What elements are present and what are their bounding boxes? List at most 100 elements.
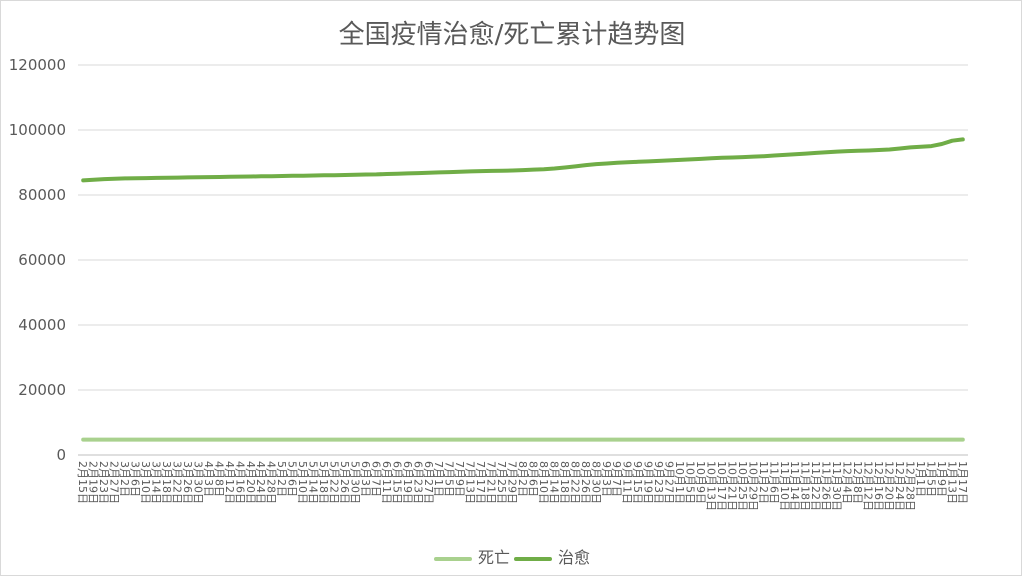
x-tick-label: 10月5日 <box>684 461 697 504</box>
x-tick-label: 2月27日 <box>108 461 121 504</box>
x-tick-label: 7月17日 <box>474 461 487 504</box>
legend-item: 治愈 <box>514 544 590 568</box>
legend-item: 死亡 <box>433 544 510 568</box>
x-tick-label: 3月10日 <box>139 461 152 504</box>
x-tick-label: 5月18日 <box>317 461 330 504</box>
x-tick-label: 6月11日 <box>380 461 393 504</box>
y-axis: 0 20000 40000 60000 80000 100000 120000 <box>9 56 66 464</box>
x-tick-label: 3月26日 <box>181 461 194 504</box>
x-tick-label: 12月24日 <box>893 461 906 511</box>
x-tick-label: 7月1日 <box>432 461 445 497</box>
x-tick-label: 10月13日 <box>704 461 717 511</box>
x-tick-label: 12月28日 <box>903 461 916 511</box>
x-tick-label: 9月27日 <box>663 461 676 504</box>
x-tick-label: 9月3日 <box>600 461 613 497</box>
x-tick-label: 7月29日 <box>506 461 519 504</box>
y-tick-label: 80000 <box>18 186 66 204</box>
x-tick-label: 12月8日 <box>851 461 864 504</box>
x-tick-label: 5月26日 <box>338 461 351 504</box>
x-tick-label: 6月27日 <box>422 461 435 504</box>
y-tick-label: 60000 <box>18 251 66 269</box>
x-tick-label: 2月19日 <box>87 461 100 504</box>
x-tick-label: 4月12日 <box>223 461 236 504</box>
x-tick-label: 11月30日 <box>830 461 843 511</box>
x-axis: 2月15日2月19日2月23日2月27日3月2日3月6日3月10日3月14日3月… <box>76 461 969 511</box>
x-tick-label: 3月30日 <box>191 461 204 504</box>
x-tick-label: 9月15日 <box>631 461 644 504</box>
x-tick-label: 8月26日 <box>579 461 592 504</box>
legend-label: 治愈 <box>558 548 591 567</box>
x-tick-label: 8月22日 <box>568 461 581 504</box>
x-tick-label: 3月14日 <box>150 461 163 504</box>
x-tick-label: 3月6日 <box>129 461 142 497</box>
x-tick-label: 6月19日 <box>401 461 414 504</box>
x-tick-label: 11月26日 <box>820 461 833 511</box>
x-tick-label: 12月4日 <box>841 461 854 504</box>
x-tick-label: 8月14日 <box>547 461 560 504</box>
x-tick-label: 5月30日 <box>348 461 361 504</box>
y-tick-label: 40000 <box>18 316 66 334</box>
x-tick-label: 1月5日 <box>924 461 937 497</box>
x-tick-label: 5月10日 <box>296 461 309 504</box>
x-tick-label: 9月19日 <box>642 461 655 504</box>
x-tick-label: 8月30日 <box>589 461 602 504</box>
x-tick-label: 6月3日 <box>359 461 372 497</box>
x-tick-label: 10月17日 <box>715 461 728 511</box>
x-tick-label: 4月3日 <box>202 461 215 497</box>
x-tick-label: 6月15日 <box>390 461 403 504</box>
x-tick-label: 2月23日 <box>97 461 110 504</box>
y-tick-label: 100000 <box>9 121 66 139</box>
series-line-治愈 <box>81 137 965 183</box>
x-tick-label: 11月2日 <box>757 461 770 504</box>
x-tick-label: 9月11日 <box>621 461 634 504</box>
x-tick-label: 7月25日 <box>495 461 508 504</box>
x-tick-label: 11月18日 <box>799 461 812 511</box>
x-tick-label: 4月24日 <box>254 461 267 504</box>
chart-title: 全国疫情治愈/死亡累计趋势图 <box>338 20 686 50</box>
x-tick-label: 12月16日 <box>872 461 885 511</box>
x-tick-label: 5月22日 <box>328 461 341 504</box>
x-tick-label: 7月21日 <box>485 461 498 504</box>
x-tick-label: 2月15日 <box>76 461 89 504</box>
x-tick-label: 10月1日 <box>673 461 686 504</box>
x-tick-label: 11月14日 <box>788 461 801 511</box>
x-tick-label: 12月12日 <box>862 461 875 511</box>
x-tick-label: 10月9日 <box>694 461 707 504</box>
x-tick-label: 3月2日 <box>118 461 131 497</box>
x-tick-label: 3月18日 <box>160 461 173 504</box>
x-tick-label: 8月18日 <box>558 461 571 504</box>
x-tick-label: 5月2日 <box>275 461 288 497</box>
legend-swatch <box>433 556 472 561</box>
x-tick-label: 4月8日 <box>212 461 225 497</box>
x-tick-label: 6月23日 <box>411 461 424 504</box>
x-tick-label: 8月10日 <box>537 461 550 504</box>
legend-label: 死亡 <box>477 548 510 567</box>
y-tick-label: 0 <box>56 446 66 464</box>
gridlines <box>78 64 968 456</box>
x-tick-label: 9月23日 <box>652 461 665 504</box>
x-tick-label: 1月1日 <box>914 461 927 497</box>
x-tick-label: 7月5日 <box>443 461 456 497</box>
x-tick-label: 9月7日 <box>610 461 623 497</box>
x-tick-label: 6月7日 <box>369 461 382 497</box>
x-tick-label: 4月16日 <box>233 461 246 504</box>
x-tick-label: 10月21日 <box>725 461 738 511</box>
x-tick-label: 4月28日 <box>265 461 278 504</box>
x-tick-label: 7月9日 <box>453 461 466 497</box>
x-tick-label: 11月10日 <box>778 461 791 511</box>
x-tick-label: 8月2日 <box>516 461 529 497</box>
series-lines <box>81 137 965 442</box>
x-tick-label: 1月9日 <box>935 461 948 497</box>
x-tick-label: 1月13日 <box>945 461 958 504</box>
x-tick-label: 5月6日 <box>286 461 299 497</box>
x-tick-label: 12月20日 <box>882 461 895 511</box>
x-tick-label: 4月20日 <box>244 461 257 504</box>
x-tick-label: 1月17日 <box>956 461 969 504</box>
x-tick-label: 11月22日 <box>809 461 822 511</box>
x-tick-label: 8月6日 <box>526 461 539 497</box>
y-tick-label: 20000 <box>18 381 66 399</box>
legend: 死亡 治愈 <box>0 544 1024 568</box>
x-tick-label: 10月29日 <box>746 461 759 511</box>
